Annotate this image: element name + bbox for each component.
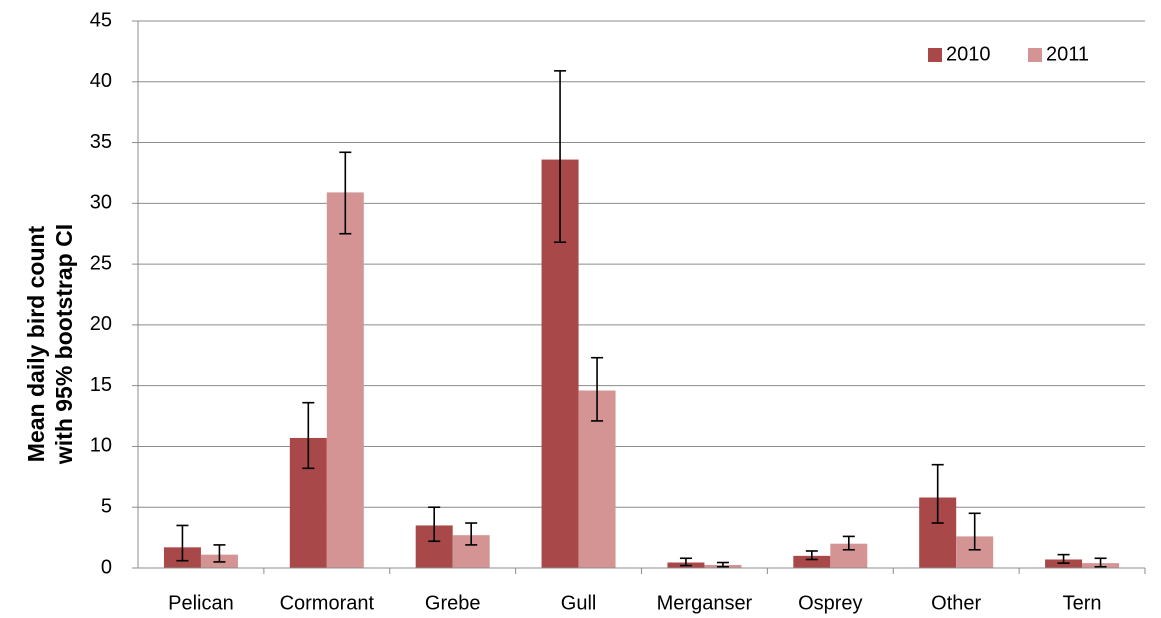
x-tick-label: Tern [1063,592,1102,614]
legend-label: 2011 [1046,43,1089,65]
y-tick-label: 0 [101,556,112,578]
error-bar [176,524,189,562]
error-bar [302,401,315,470]
y-tick-label: 45 [90,9,112,31]
y-axis-label: with 95% bootstrap CI [51,224,77,465]
bar [793,555,831,568]
error-bar [968,512,981,551]
error-bar [554,70,567,244]
y-tick-label: 25 [90,252,112,274]
error-bar [591,356,604,422]
y-tick-label: 40 [90,70,112,92]
y-axis-label: Mean daily bird count [23,225,49,462]
error-bar [805,550,818,561]
x-tick-label: Gull [561,592,597,614]
error-bar [339,151,352,235]
y-tick-label: 15 [90,374,112,396]
error-bar [716,561,729,568]
y-tick-label: 10 [90,435,112,457]
x-tick-label: Cormorant [280,592,375,614]
error-bar [1094,557,1107,568]
error-bar [679,557,692,567]
y-tick-label: 35 [90,131,112,153]
y-tick-label: 30 [90,192,112,214]
error-bar [931,463,944,524]
y-tick-label: 5 [101,496,112,518]
legend-swatch [1028,48,1042,62]
error-bar [213,544,226,563]
error-bar [428,506,441,543]
error-bar [1057,553,1070,564]
error-bar [842,535,855,551]
x-tick-label: Pelican [168,592,234,614]
x-tick-label: Osprey [798,592,862,614]
legend-swatch [928,48,942,62]
bar [326,192,364,569]
x-tick-label: Merganser [657,592,753,614]
legend-label: 2010 [946,43,991,65]
y-tick-label: 20 [90,313,112,335]
error-bar [465,522,478,546]
x-tick-label: Grebe [425,592,481,614]
x-tick-label: Other [931,592,981,614]
